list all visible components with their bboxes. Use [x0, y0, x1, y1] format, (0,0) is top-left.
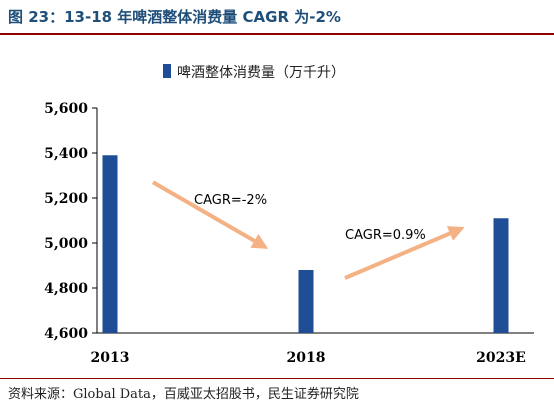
- y-axis: 4,600 4,800 5,000 5,200 5,400 5,600: [44, 101, 98, 342]
- figure-title: 图 23：13-18 年啤酒整体消费量 CAGR 为-2%: [8, 8, 341, 26]
- legend-label: 啤酒整体消费量（万千升）: [177, 65, 345, 81]
- bar: [298, 270, 314, 333]
- x-axis: 2013 2018 2023E: [91, 332, 534, 366]
- y-tick-label: 5,200: [44, 191, 88, 207]
- top-rule: [0, 33, 554, 35]
- cagr-label: CAGR=0.9%: [345, 228, 426, 243]
- source-note: 资料来源：Global Data，百威亚太招股书，民生证券研究院: [8, 387, 359, 402]
- bar: [102, 155, 118, 333]
- chart-legend: 啤酒整体消费量（万千升）: [163, 64, 345, 81]
- legend-swatch: [163, 64, 171, 78]
- y-tick-label: 5,600: [44, 101, 88, 117]
- bar-chart: 啤酒整体消费量（万千升） 4,600 4,800 5,000 5,200 5,400 5,…: [44, 64, 534, 366]
- cagr-arrow-up: [344, 226, 465, 280]
- cagr-arrow-down: [151, 180, 269, 249]
- y-tick-label: 5,400: [44, 146, 88, 162]
- y-tick-label: 4,800: [44, 281, 88, 297]
- cagr-label: CAGR=-2%: [194, 193, 267, 208]
- x-tick-label: 2013: [91, 350, 130, 366]
- bar: [493, 218, 509, 333]
- bars: [102, 155, 509, 333]
- y-tick-label: 4,600: [44, 326, 88, 342]
- bottom-rule: [0, 378, 554, 379]
- annotations: CAGR=-2% CAGR=0.9%: [151, 180, 465, 280]
- x-tick-label: 2023E: [476, 350, 526, 366]
- x-tick-label: 2018: [287, 350, 326, 366]
- y-tick-label: 5,000: [44, 236, 88, 252]
